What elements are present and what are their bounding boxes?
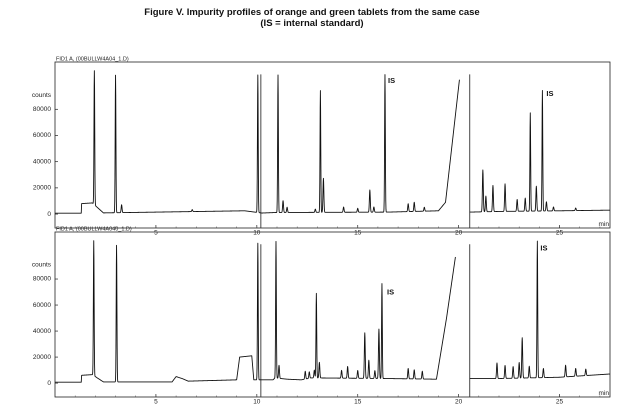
y-tick-label: 60000 — [33, 132, 51, 139]
y-tick-label: 80000 — [33, 276, 51, 283]
x-tick-label: 15 — [354, 399, 362, 406]
page-title: Figure V. Impurity profiles of orange an… — [144, 7, 480, 18]
y-tick-label: 60000 — [33, 302, 51, 309]
x-unit-label: min — [599, 390, 610, 397]
chromatogram-panel-bottom: FID1 A, (00BULLW4A040_1.D)counts 0 20000 40… — [32, 227, 611, 406]
x-unit-label: min — [599, 221, 610, 228]
x-tick-label: 15 — [354, 230, 362, 237]
y-tick-label: 0 — [47, 211, 51, 218]
page-subtitle: (IS = internal standard) — [260, 18, 364, 29]
x-tick-label: 25 — [556, 399, 564, 406]
y-axis-label: counts — [32, 262, 52, 269]
y-tick-label: 20000 — [33, 354, 51, 361]
x-tick-label: 20 — [455, 230, 463, 237]
internal-standard-label: IS — [540, 243, 547, 252]
y-tick-label: 20000 — [33, 185, 51, 192]
y-tick-label: 0 — [47, 380, 51, 387]
panel-file-label: FID1 A, (00BULLW4A04_1.D) — [56, 57, 129, 63]
internal-standard-label: IS — [546, 89, 553, 98]
x-tick-label: 5 — [154, 230, 158, 237]
chromatogram-panel-top: FID1 A, (00BULLW4A04_1.D)counts 0 20000 400… — [32, 57, 611, 237]
plot-frame — [54, 61, 611, 229]
x-tick-label: 10 — [253, 230, 261, 237]
y-tick-label: 80000 — [33, 106, 51, 113]
internal-standard-label: IS — [387, 288, 394, 297]
x-tick-label: 10 — [253, 399, 261, 406]
y-axis-label: counts — [32, 92, 52, 99]
y-tick-label: 40000 — [33, 328, 51, 335]
internal-standard-label: IS — [388, 76, 395, 85]
plot-frame — [54, 231, 611, 398]
x-tick-label: 20 — [455, 399, 463, 406]
x-tick-label: 5 — [154, 399, 158, 406]
y-tick-label: 40000 — [33, 158, 51, 165]
panel-file-label: FID1 A, (00BULLW4A040_1.D) — [56, 227, 132, 233]
fid-trace — [54, 240, 611, 383]
fid-trace — [54, 70, 611, 214]
x-tick-label: 25 — [556, 230, 564, 237]
